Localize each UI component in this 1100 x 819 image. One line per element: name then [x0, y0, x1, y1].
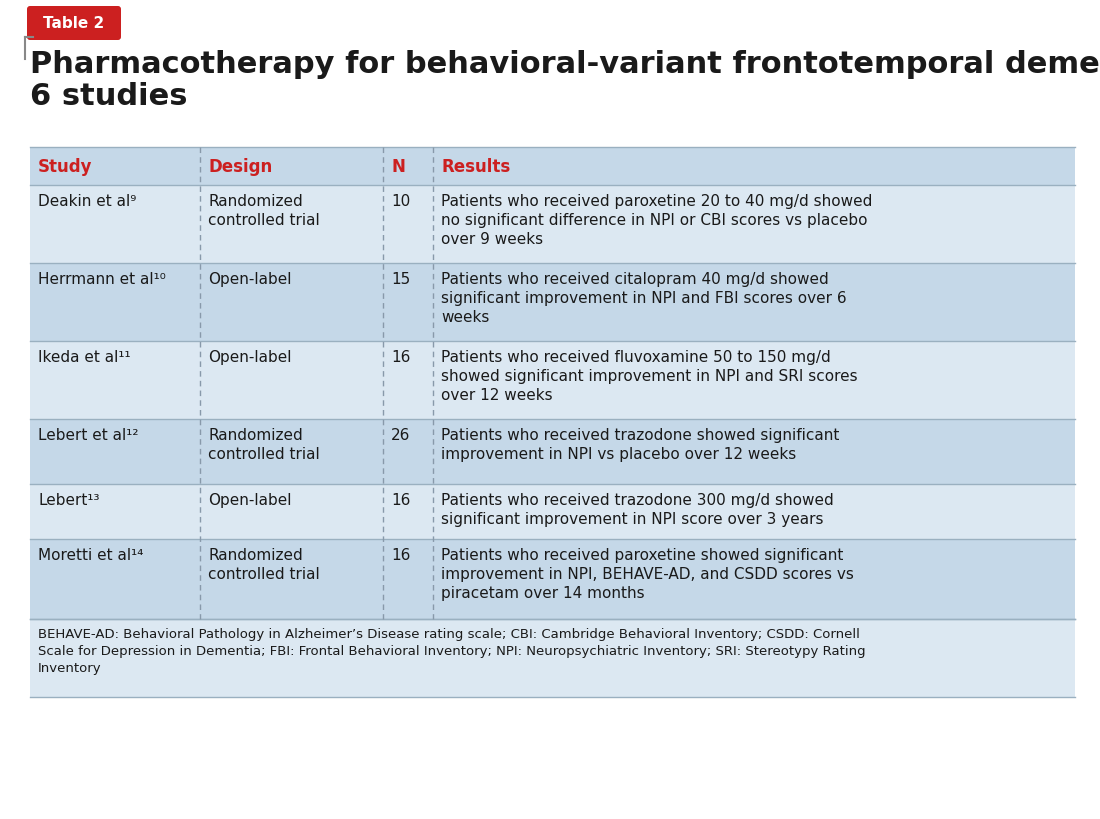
Text: Patients who received fluvoxamine 50 to 150 mg/d
showed significant improvement : Patients who received fluvoxamine 50 to …: [441, 350, 858, 403]
Bar: [30, 540, 1075, 619]
Text: Study: Study: [39, 158, 92, 176]
Bar: [30, 186, 1075, 264]
Text: 16: 16: [392, 350, 410, 364]
Bar: [30, 264, 1075, 342]
FancyBboxPatch shape: [28, 7, 121, 41]
Text: Pharmacotherapy for behavioral-variant frontotemporal dementia:: Pharmacotherapy for behavioral-variant f…: [30, 50, 1100, 79]
Text: 16: 16: [392, 492, 410, 508]
Text: Moretti et al¹⁴: Moretti et al¹⁴: [39, 547, 143, 563]
Text: Open-label: Open-label: [208, 350, 292, 364]
Text: Patients who received paroxetine showed significant
improvement in NPI, BEHAVE-A: Patients who received paroxetine showed …: [441, 547, 855, 600]
Text: Patients who received trazodone 300 mg/d showed
significant improvement in NPI s: Patients who received trazodone 300 mg/d…: [441, 492, 834, 527]
Text: 15: 15: [392, 272, 410, 287]
Text: Herrmann et al¹⁰: Herrmann et al¹⁰: [39, 272, 166, 287]
Text: Table 2: Table 2: [43, 16, 104, 31]
Text: 16: 16: [392, 547, 410, 563]
Text: Ikeda et al¹¹: Ikeda et al¹¹: [39, 350, 131, 364]
Text: Patients who received paroxetine 20 to 40 mg/d showed
no significant difference : Patients who received paroxetine 20 to 4…: [441, 194, 872, 247]
Text: 26: 26: [392, 428, 410, 442]
Bar: [30, 342, 1075, 419]
Bar: [30, 147, 1075, 186]
Text: Open-label: Open-label: [208, 272, 292, 287]
Text: N: N: [392, 158, 405, 176]
Text: Randomized
controlled trial: Randomized controlled trial: [208, 547, 320, 581]
Text: BEHAVE-AD: Behavioral Pathology in Alzheimer’s Disease rating scale; CBI: Cambri: BEHAVE-AD: Behavioral Pathology in Alzhe…: [39, 627, 866, 674]
Text: Lebert et al¹²: Lebert et al¹²: [39, 428, 139, 442]
Text: 6 studies: 6 studies: [30, 82, 187, 111]
Text: Open-label: Open-label: [208, 492, 292, 508]
Text: Lebert¹³: Lebert¹³: [39, 492, 99, 508]
Text: Deakin et al⁹: Deakin et al⁹: [39, 194, 136, 209]
Text: Randomized
controlled trial: Randomized controlled trial: [208, 428, 320, 462]
Bar: [30, 419, 1075, 484]
Text: Design: Design: [208, 158, 273, 176]
Bar: [30, 619, 1075, 697]
Text: Patients who received trazodone showed significant
improvement in NPI vs placebo: Patients who received trazodone showed s…: [441, 428, 839, 462]
Text: Randomized
controlled trial: Randomized controlled trial: [208, 194, 320, 228]
Text: Results: Results: [441, 158, 510, 176]
Text: 10: 10: [392, 194, 410, 209]
Text: Patients who received citalopram 40 mg/d showed
significant improvement in NPI a: Patients who received citalopram 40 mg/d…: [441, 272, 847, 325]
Bar: [30, 484, 1075, 540]
